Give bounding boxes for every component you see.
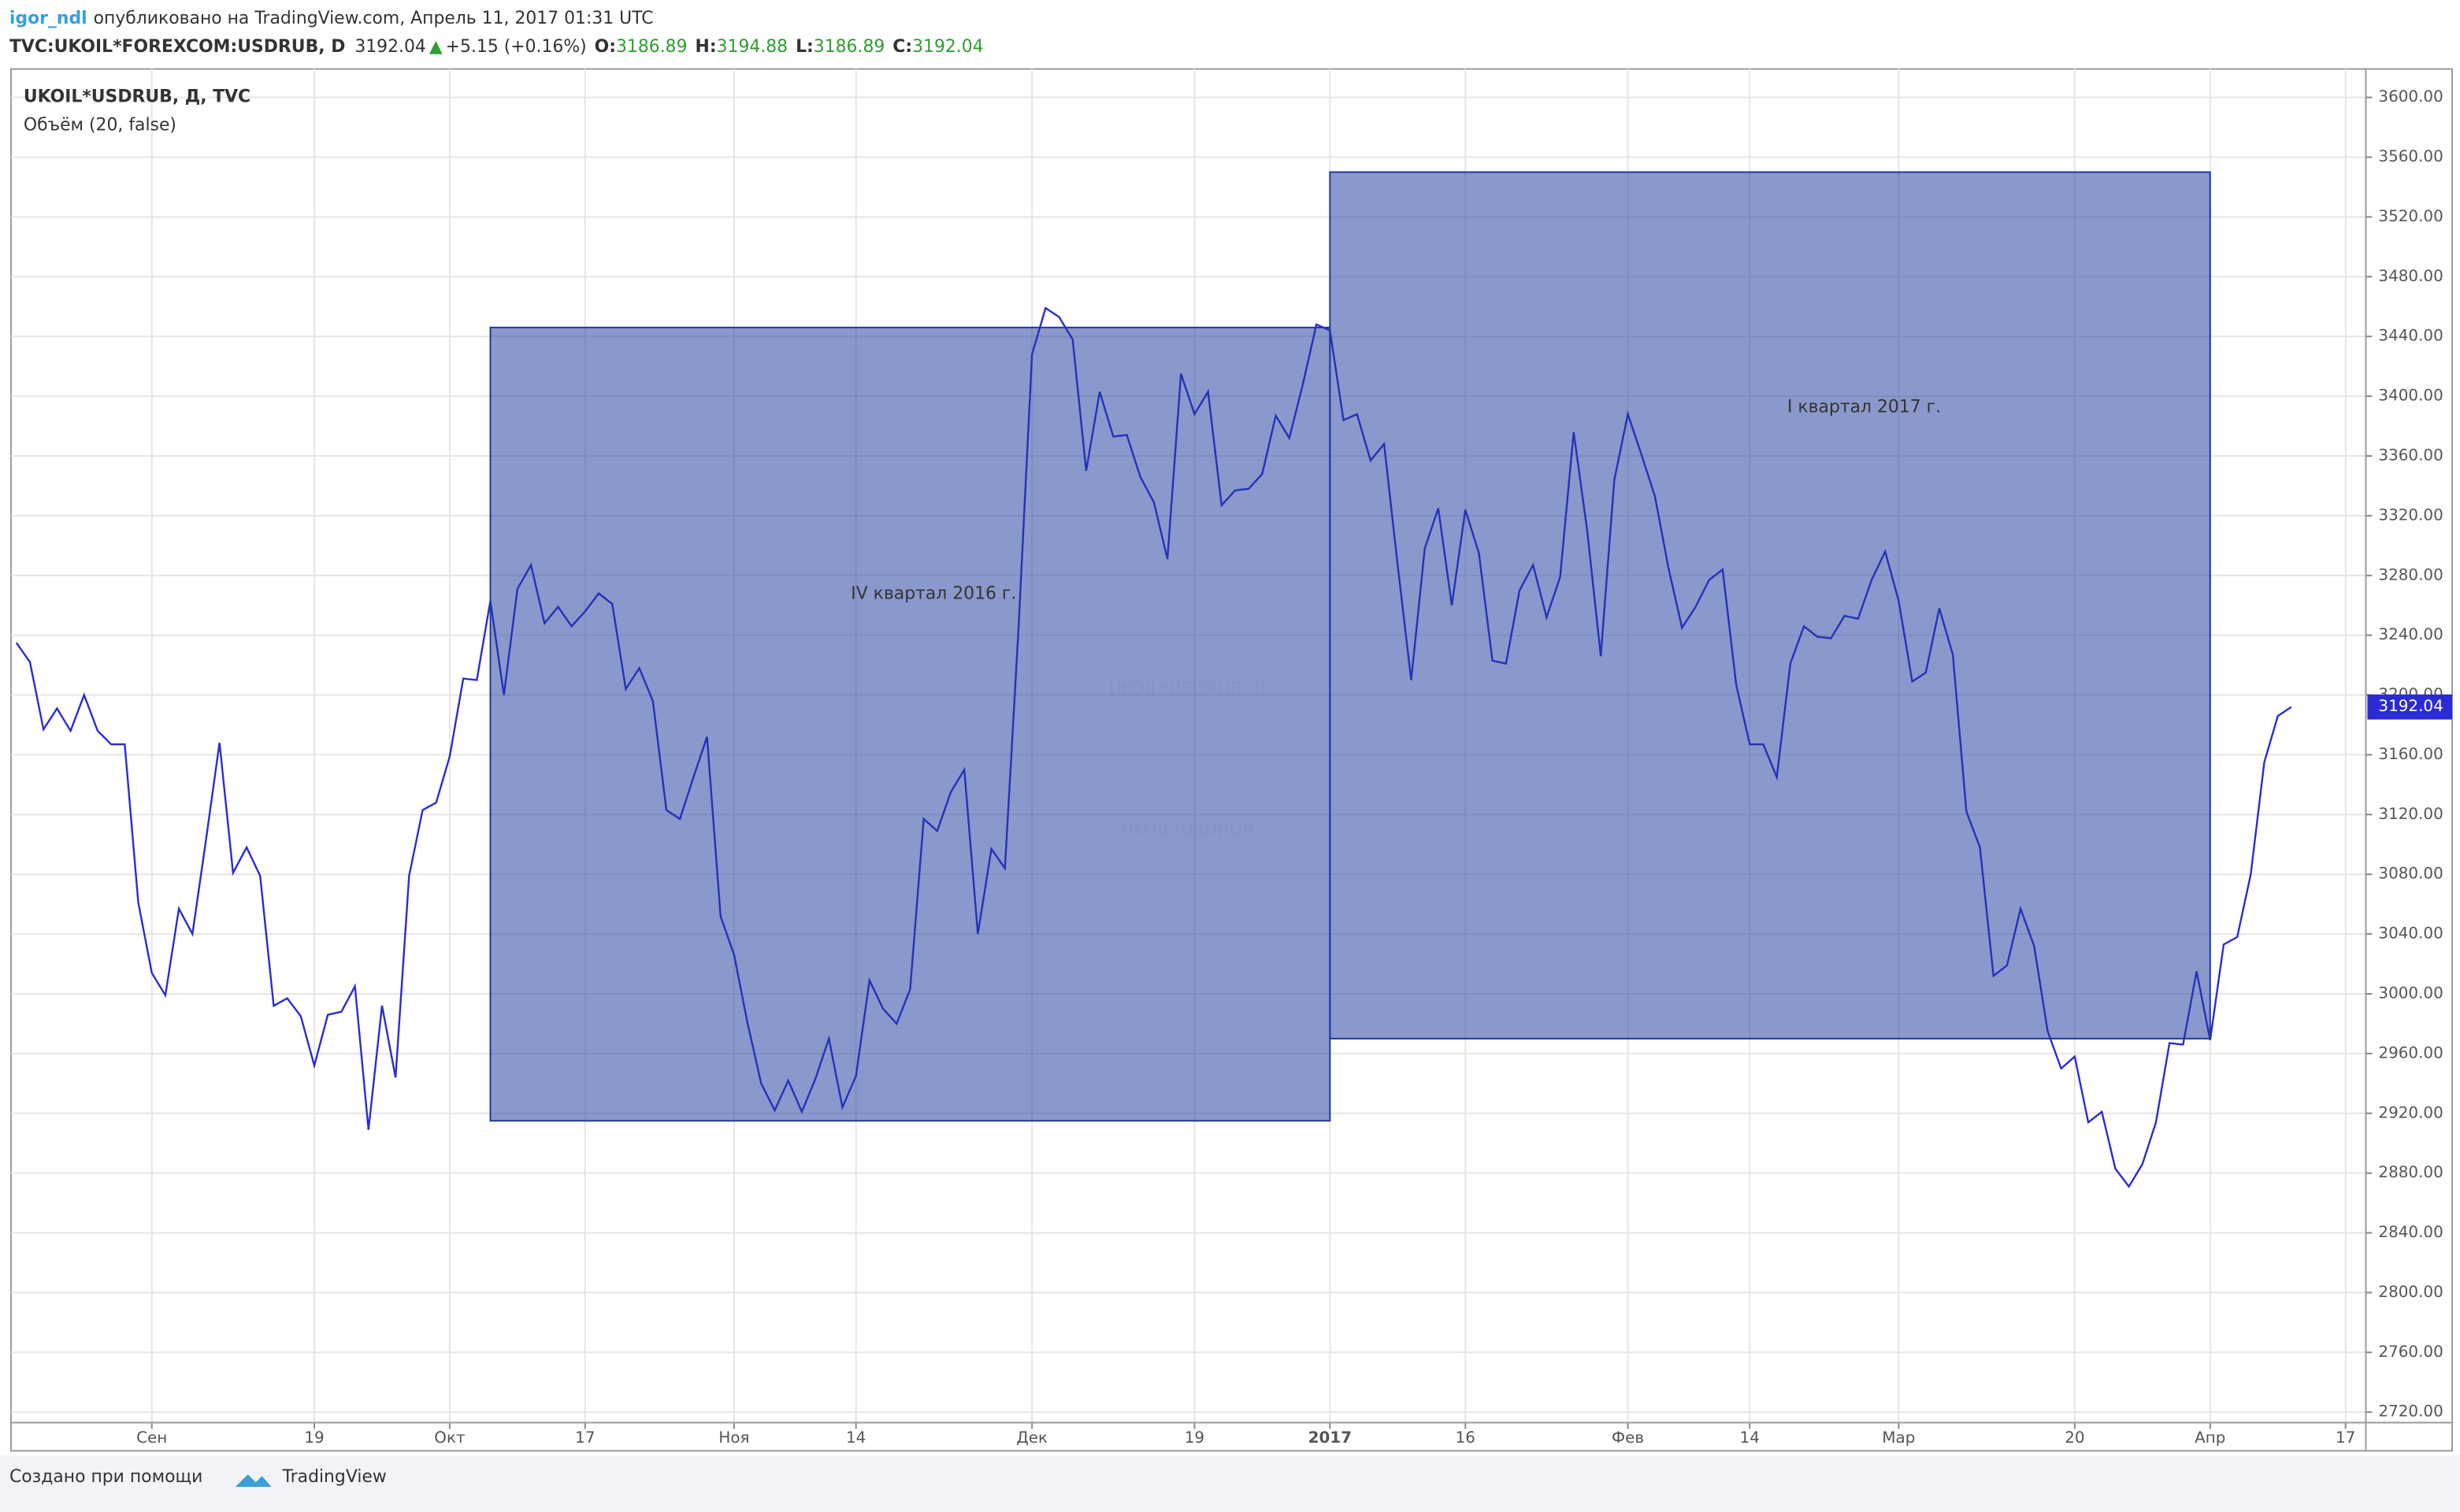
y-tick-label: 2760.00 xyxy=(2378,1343,2443,1361)
x-tick-label: 17 xyxy=(2336,1429,2355,1447)
y-tick-label: 3040.00 xyxy=(2378,925,2443,943)
quote-line: TVC:UKOIL*FOREXCOM:USDRUB, D 3192.04 ▲ +5.1… xyxy=(9,37,984,57)
h-value: 3194.88 xyxy=(717,37,788,57)
price-tag xyxy=(2367,694,2453,720)
price-tag-label: 3192.04 xyxy=(2378,697,2443,715)
quarter-box xyxy=(1329,171,2211,1040)
y-tick-label: 3360.00 xyxy=(2378,447,2443,465)
l-value: 3186.89 xyxy=(814,37,885,57)
legend-title: UKOIL*USDRUB, Д, TVC xyxy=(24,87,250,106)
y-tick-label: 2840.00 xyxy=(2378,1223,2443,1241)
footer-bar xyxy=(0,1455,2460,1512)
y-tick-label: 2920.00 xyxy=(2378,1103,2443,1121)
y-tick-label: 2720.00 xyxy=(2378,1403,2443,1421)
change: +5.15 (+0.16%) xyxy=(446,37,587,57)
y-tick-label: 2960.00 xyxy=(2378,1043,2443,1062)
y-tick-label: 3400.00 xyxy=(2378,387,2443,405)
c-label: C: xyxy=(892,37,912,57)
x-tick-label: Сен xyxy=(136,1429,167,1447)
quarter-box xyxy=(489,326,1331,1122)
x-tick-label: 19 xyxy=(1185,1429,1204,1447)
y-tick-label: 3280.00 xyxy=(2378,565,2443,584)
y-tick-label: 3560.00 xyxy=(2378,147,2443,165)
y-tick-label: 3320.00 xyxy=(2378,506,2443,524)
x-tick-label: Фев xyxy=(1612,1429,1644,1447)
x-tick-label: 14 xyxy=(1740,1429,1760,1447)
x-tick-label: Окт xyxy=(434,1429,466,1447)
up-arrow: ▲ xyxy=(429,37,443,57)
y-tick-label: 3240.00 xyxy=(2378,625,2443,643)
y-tick-label: 3440.00 xyxy=(2378,327,2443,345)
c-value: 3192.04 xyxy=(912,37,984,57)
x-tick-label: Ноя xyxy=(718,1429,749,1447)
y-tick-label: 3000.00 xyxy=(2378,984,2443,1002)
y-tick-label: 2800.00 xyxy=(2378,1283,2443,1301)
y-tick-label: 3480.00 xyxy=(2378,267,2443,285)
brand-link[interactable]: TradingView xyxy=(282,1467,387,1487)
footer-text: Создано при помощи xyxy=(9,1467,202,1487)
x-tick-label: Дек xyxy=(1016,1429,1048,1447)
y-tick-label: 3600.00 xyxy=(2378,87,2443,106)
x-tick-label: 19 xyxy=(304,1429,324,1447)
y-tick-label: 3120.00 xyxy=(2378,805,2443,823)
box-label: IV квартал 2016 г. xyxy=(851,584,1016,603)
x-tick-label: 2017 xyxy=(1308,1429,1352,1447)
legend-sub: Объём (20, false) xyxy=(24,115,176,135)
brand-logo xyxy=(235,1474,272,1488)
x-tick-label: 14 xyxy=(846,1429,866,1447)
o-label: O: xyxy=(595,37,616,57)
box-label: I квартал 2017 г. xyxy=(1787,397,1941,417)
l-label: L: xyxy=(796,37,814,57)
y-tick-label: 3160.00 xyxy=(2378,745,2443,763)
x-tick-label: 17 xyxy=(575,1429,595,1447)
y-tick-label: 3520.00 xyxy=(2378,207,2443,225)
author[interactable]: igor_ndl xyxy=(9,9,87,28)
x-tick-label: Апр xyxy=(2195,1429,2225,1447)
x-tick-label: 16 xyxy=(1456,1429,1475,1447)
y-tick-label: 3080.00 xyxy=(2378,865,2443,883)
symbol: TVC:UKOIL*FOREXCOM:USDRUB, D xyxy=(9,37,345,57)
last: 3192.04 xyxy=(354,37,426,57)
y-tick-label: 2880.00 xyxy=(2378,1163,2443,1181)
o-value: 3186.89 xyxy=(616,37,688,57)
x-tick-label: Мар xyxy=(1882,1429,1915,1447)
x-tick-label: 20 xyxy=(2065,1429,2084,1447)
published: опубликовано на TradingView.com, Апрель … xyxy=(94,9,654,28)
h-label: H: xyxy=(696,37,717,57)
header-line: igor_ndl опубликовано на TradingView.com,… xyxy=(9,9,654,28)
plot: 2720.00 2760.00 2800.00 2840.00 2880.00 2920.… xyxy=(9,68,2454,1452)
